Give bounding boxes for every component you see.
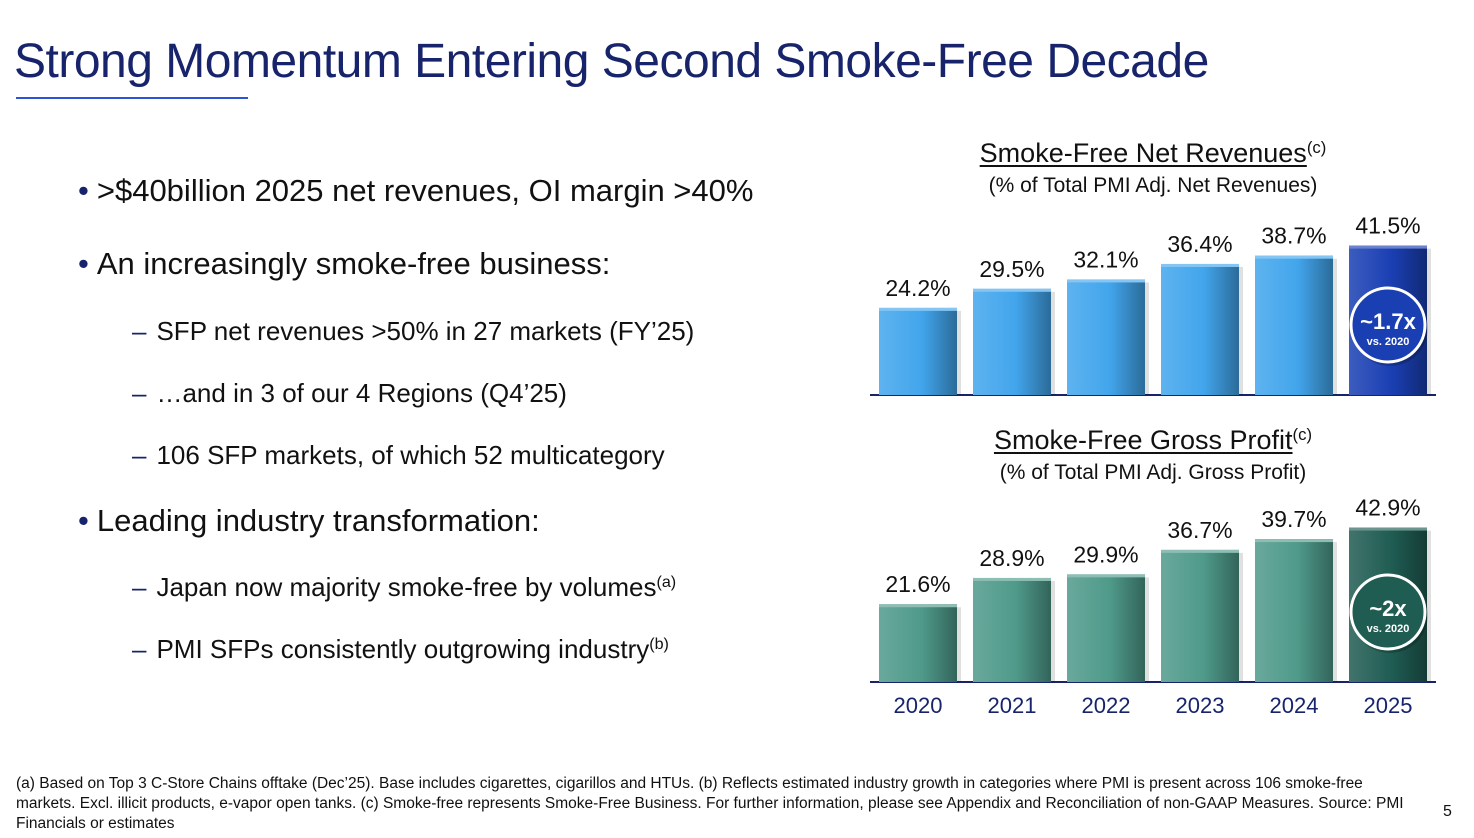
- bar: [879, 604, 957, 682]
- bar: [973, 288, 1051, 395]
- net-revenues-plot: 24.2% 29.5% 32.1% 36.4% 38.7% 41.5% ~1.7x vs. 2…: [870, 213, 1436, 396]
- sub-bullet-text: Japan now majority smoke-free by volumes: [156, 572, 657, 602]
- category-label: 2021: [988, 693, 1037, 718]
- data-label: 28.9%: [979, 545, 1044, 571]
- sub-bullet-item: – SFP net revenues >50% in 27 markets (FY…: [132, 316, 695, 346]
- bar: [1161, 549, 1239, 682]
- bar-top-edge: [1067, 279, 1145, 283]
- data-label: 32.1%: [1073, 246, 1138, 272]
- footnote-marker: (a): [656, 573, 677, 592]
- data-label: 36.7%: [1167, 517, 1232, 543]
- sub-bullet-item: – Japan now majority smoke-free by volume…: [132, 572, 677, 602]
- bullet-text: >$40billion 2025 net revenues, OI margin…: [96, 173, 754, 208]
- category-label: 2024: [1270, 693, 1319, 718]
- sub-bullet-text: SFP net revenues >50% in 27 markets (FY’…: [156, 316, 695, 346]
- data-label: 39.7%: [1261, 506, 1326, 532]
- badge-sub-text: vs. 2020: [1367, 623, 1410, 635]
- category-label: 2022: [1082, 693, 1131, 718]
- bullet-text: Leading industry transformation:: [96, 503, 540, 538]
- bar-top-edge: [1255, 539, 1333, 543]
- bar-top-edge: [879, 307, 957, 311]
- bar-top-edge: [973, 577, 1051, 581]
- category-label: 2020: [894, 693, 943, 718]
- chart-title: Smoke-Free Net Revenues(c): [870, 138, 1436, 169]
- sub-bullet-text: …and in 3 of our 4 Regions (Q4’25): [156, 378, 567, 408]
- category-label: 2025: [1364, 693, 1413, 718]
- bar: [1255, 539, 1333, 682]
- bar-top-edge: [1161, 263, 1239, 267]
- bullet-item: • Leading industry transformation:: [78, 503, 540, 538]
- data-label: 38.7%: [1261, 223, 1326, 249]
- bar: [973, 577, 1051, 682]
- growth-badge: [1349, 573, 1427, 651]
- data-label: 24.2%: [885, 275, 950, 301]
- bar: [1255, 255, 1333, 395]
- net-revenues-chart: Smoke-Free Net Revenues(c) (% of Total P…: [870, 138, 1436, 400]
- data-label: 21.6%: [885, 571, 950, 597]
- title-underline: [16, 97, 248, 99]
- badge-sub-text: vs. 2020: [1367, 336, 1410, 348]
- bullet-text: An increasingly smoke-free business:: [96, 246, 611, 281]
- bar-top-edge: [1161, 549, 1239, 553]
- chart-subtitle: (% of Total PMI Adj. Net Revenues): [988, 174, 1318, 197]
- bullet-item: • An increasingly smoke-free business:: [78, 246, 611, 281]
- footnote-marker: (b): [649, 635, 669, 654]
- sub-bullet-item: – …and in 3 of our 4 Regions (Q4’25): [132, 378, 567, 408]
- sub-bullet-item: –106 SFP markets, of which 52 multicateg…: [132, 440, 665, 470]
- category-label: 2023: [1176, 693, 1225, 718]
- bar-top-edge: [1255, 255, 1333, 259]
- bar-top-edge: [1349, 527, 1427, 531]
- bar: [1161, 263, 1239, 395]
- gross-profit-plot: 21.6% 2020 28.9% 2021 29.9% 2022 36.7% 2023 39.7…: [870, 495, 1436, 718]
- data-label: 41.5%: [1355, 213, 1420, 239]
- chart-title: Smoke-Free Gross Profit(c): [870, 425, 1436, 456]
- bar: [1067, 574, 1145, 682]
- bar: [879, 307, 957, 395]
- footnote: (a) Based on Top 3 C-Store Chains offtak…: [16, 775, 1404, 832]
- growth-badge: [1349, 286, 1427, 364]
- sub-bullet-item: – PMI SFPs consistently outgrowing indust…: [132, 634, 669, 664]
- sub-bullet-text: PMI SFPs consistently outgrowing industr…: [156, 634, 650, 664]
- bar: [1067, 279, 1145, 395]
- bar-top-edge: [1067, 574, 1145, 578]
- data-label: 29.5%: [979, 256, 1044, 282]
- page-number: 5: [1443, 803, 1452, 820]
- data-label: 29.9%: [1073, 541, 1138, 567]
- chart-title-text: Smoke-Free Net Revenues: [979, 138, 1307, 168]
- bar-top-edge: [973, 288, 1051, 292]
- bar-top-edge: [1349, 245, 1427, 249]
- chart-title-sup: (c): [1292, 424, 1313, 444]
- gross-profit-chart: Smoke-Free Gross Profit(c) (% of Total P…: [870, 425, 1436, 725]
- chart-title-sup: (c): [1306, 137, 1327, 157]
- sub-bullet-text: 106 SFP markets, of which 52 multicatego…: [156, 440, 665, 470]
- bullet-item: • >$40billion 2025 net revenues, OI margi…: [78, 173, 754, 208]
- badge-main-text: ~2x: [1369, 596, 1407, 621]
- chart-subtitle: (% of Total PMI Adj. Gross Profit): [999, 461, 1307, 484]
- bar-top-edge: [879, 604, 957, 608]
- chart-title-text: Smoke-Free Gross Profit: [993, 425, 1293, 455]
- data-label: 36.4%: [1167, 231, 1232, 257]
- data-label: 42.9%: [1355, 495, 1420, 521]
- page-title: Strong Momentum Entering Second Smoke-Fr…: [14, 35, 1209, 88]
- badge-main-text: ~1.7x: [1360, 309, 1416, 334]
